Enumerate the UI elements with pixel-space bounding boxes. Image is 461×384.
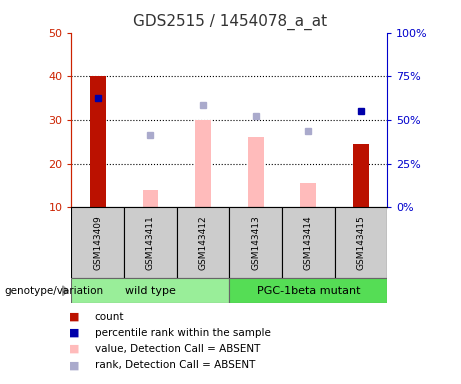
- Text: genotype/variation: genotype/variation: [5, 286, 104, 296]
- Bar: [195, 120, 211, 207]
- Text: ■: ■: [69, 344, 79, 354]
- FancyArrow shape: [63, 286, 68, 296]
- Text: value, Detection Call = ABSENT: value, Detection Call = ABSENT: [95, 344, 260, 354]
- Text: percentile rank within the sample: percentile rank within the sample: [95, 328, 271, 338]
- Text: GSM143411: GSM143411: [146, 215, 155, 270]
- Text: GSM143414: GSM143414: [304, 215, 313, 270]
- Bar: [229, 278, 387, 303]
- Text: count: count: [95, 312, 124, 322]
- Bar: [90, 76, 106, 207]
- Bar: [353, 144, 369, 207]
- Bar: [248, 137, 264, 207]
- Bar: [124, 207, 177, 278]
- Bar: [301, 183, 316, 207]
- Bar: [335, 207, 387, 278]
- Bar: [229, 207, 282, 278]
- Text: wild type: wild type: [125, 286, 176, 296]
- Text: GDS2515 / 1454078_a_at: GDS2515 / 1454078_a_at: [133, 13, 328, 30]
- Bar: [71, 278, 229, 303]
- Text: GSM143412: GSM143412: [199, 215, 207, 270]
- Text: GSM143413: GSM143413: [251, 215, 260, 270]
- Text: ■: ■: [69, 312, 79, 322]
- Text: ■: ■: [69, 360, 79, 370]
- Bar: [142, 190, 158, 207]
- Text: GSM143409: GSM143409: [93, 215, 102, 270]
- Text: rank, Detection Call = ABSENT: rank, Detection Call = ABSENT: [95, 360, 255, 370]
- Bar: [71, 207, 124, 278]
- Bar: [282, 207, 335, 278]
- Text: PGC-1beta mutant: PGC-1beta mutant: [256, 286, 360, 296]
- Text: GSM143415: GSM143415: [356, 215, 366, 270]
- Bar: [177, 207, 229, 278]
- Text: ■: ■: [69, 328, 79, 338]
